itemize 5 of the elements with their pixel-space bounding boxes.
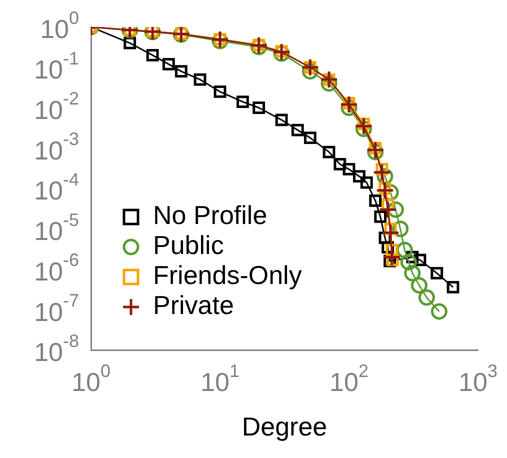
legend-label: Public [153, 230, 224, 260]
legend-label: No Profile [153, 200, 268, 230]
x-axis-title: Degree [242, 412, 328, 442]
legend-label: Private [153, 290, 234, 320]
legend-label: Friends-Only [153, 260, 302, 290]
